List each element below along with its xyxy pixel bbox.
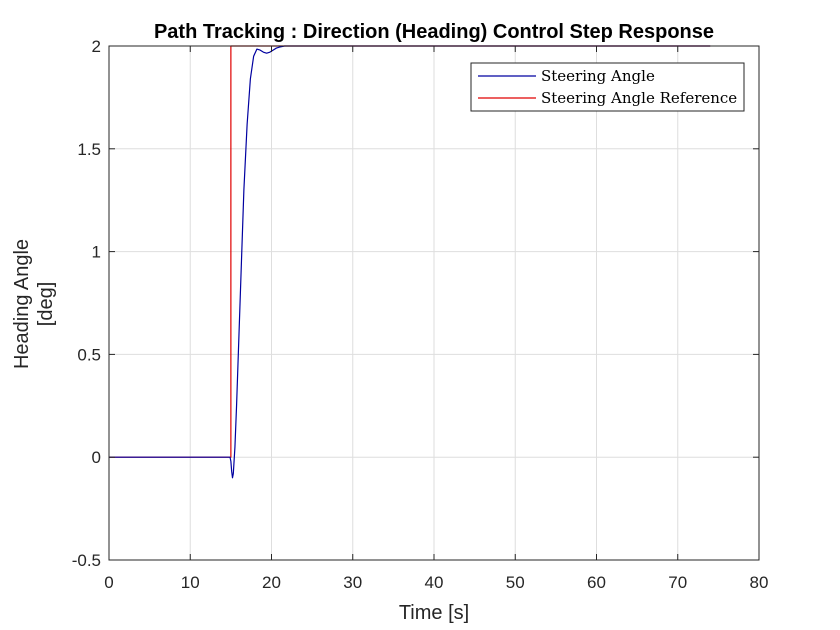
legend: Steering Angle Steering Angle Reference bbox=[470, 62, 745, 112]
x-tick-label: 10 bbox=[181, 573, 200, 592]
legend-label-steering-angle: Steering Angle bbox=[541, 67, 655, 85]
y-tick-label: 1.5 bbox=[77, 140, 101, 159]
y-axis-label-line-1: Heading Angle bbox=[11, 239, 33, 369]
legend-box bbox=[470, 62, 745, 112]
x-tick-label: 70 bbox=[668, 573, 687, 592]
series-line-steering-angle bbox=[109, 45, 711, 479]
x-tick-label: 50 bbox=[506, 573, 525, 592]
y-axis-label-line-2: [deg] bbox=[35, 282, 57, 326]
y-tick-label: 2 bbox=[92, 37, 101, 56]
x-tick-label: 30 bbox=[343, 573, 362, 592]
y-axis-label: Heading Angle [deg] bbox=[11, 239, 57, 369]
tick-marks bbox=[108, 45, 760, 561]
x-tick-label: 60 bbox=[587, 573, 606, 592]
y-tick-label: 0.5 bbox=[77, 345, 101, 364]
x-tick-label: 80 bbox=[750, 573, 769, 592]
chart-title: Path Tracking : Direction (Heading) Cont… bbox=[154, 21, 714, 43]
legend-label-steering-angle-reference: Steering Angle Reference bbox=[541, 89, 737, 107]
y-tick-label: 1 bbox=[92, 243, 101, 262]
x-tick-label: 0 bbox=[104, 573, 113, 592]
y-tick-label: 0 bbox=[92, 448, 101, 467]
grid-lines bbox=[108, 45, 760, 561]
x-tick-label: 20 bbox=[262, 573, 281, 592]
y-tick-labels: -0.5 0 0.5 1 1.5 2 bbox=[72, 37, 101, 570]
x-tick-label: 40 bbox=[425, 573, 444, 592]
y-tick-label: -0.5 bbox=[72, 551, 101, 570]
x-axis-label: Time [s] bbox=[399, 602, 469, 624]
x-tick-labels: 0 10 20 30 40 50 60 70 80 bbox=[104, 573, 768, 592]
